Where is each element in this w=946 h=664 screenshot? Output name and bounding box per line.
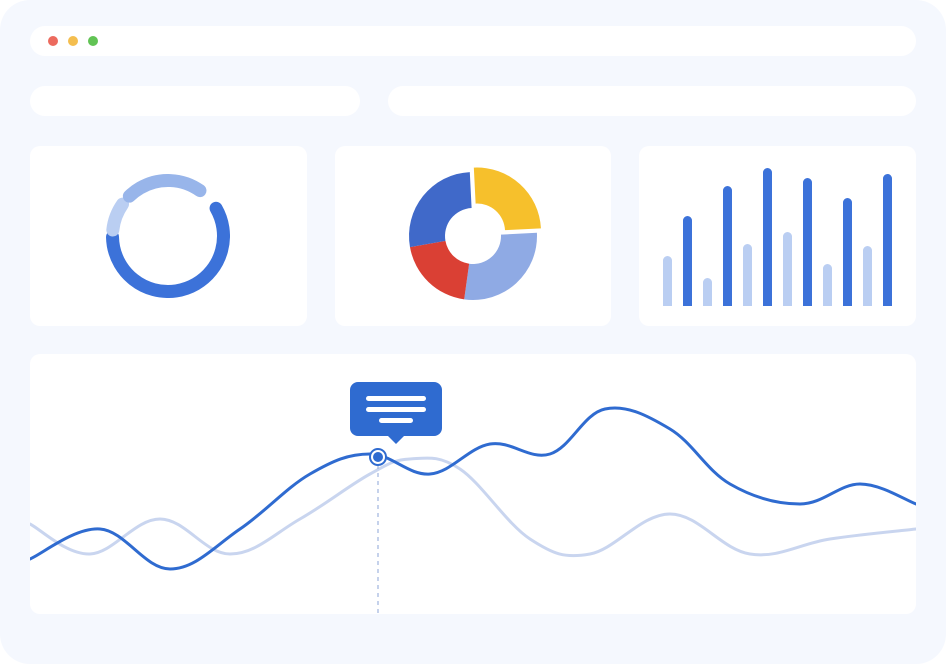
bar	[723, 186, 732, 306]
bar	[743, 244, 752, 306]
progress-ring-chart	[106, 174, 230, 298]
bar	[863, 246, 872, 306]
bar-column	[838, 198, 858, 306]
ring-chart-card	[30, 146, 307, 326]
bar-chart-card	[639, 146, 916, 326]
tooltip-line	[366, 407, 426, 412]
metric-cards-row	[30, 146, 916, 326]
bar-column	[678, 216, 698, 306]
window-titlebar	[30, 26, 916, 56]
tooltip-line	[379, 418, 413, 423]
bar-column	[698, 278, 718, 306]
browser-window	[0, 0, 946, 664]
bar-column	[818, 264, 838, 306]
bar	[843, 198, 852, 306]
close-dot-icon[interactable]	[48, 36, 58, 46]
bar-column	[718, 186, 738, 306]
tooltip-line	[366, 396, 426, 401]
donut-chart	[395, 158, 551, 314]
bar	[823, 264, 832, 306]
minimize-dot-icon[interactable]	[68, 36, 78, 46]
bar-column	[778, 232, 798, 306]
bar-column	[798, 178, 818, 306]
bar	[803, 178, 812, 306]
bar-chart	[658, 166, 898, 306]
bar-column	[758, 168, 778, 306]
bar	[783, 232, 792, 306]
line-chart	[30, 354, 916, 614]
bar-column	[658, 256, 678, 306]
bar	[663, 256, 672, 306]
bar	[883, 174, 892, 306]
header-placeholder-bar	[30, 86, 360, 116]
bar-column	[738, 244, 758, 306]
chart-tooltip	[350, 382, 442, 436]
zoom-dot-icon[interactable]	[88, 36, 98, 46]
bar	[763, 168, 772, 306]
header-placeholder-row	[30, 86, 916, 116]
header-placeholder-bar	[388, 86, 916, 116]
bar-column	[878, 174, 898, 306]
bar	[703, 278, 712, 306]
donut-chart-card	[335, 146, 612, 326]
line-chart-card	[30, 354, 916, 614]
bar-column	[858, 246, 878, 306]
bar	[683, 216, 692, 306]
